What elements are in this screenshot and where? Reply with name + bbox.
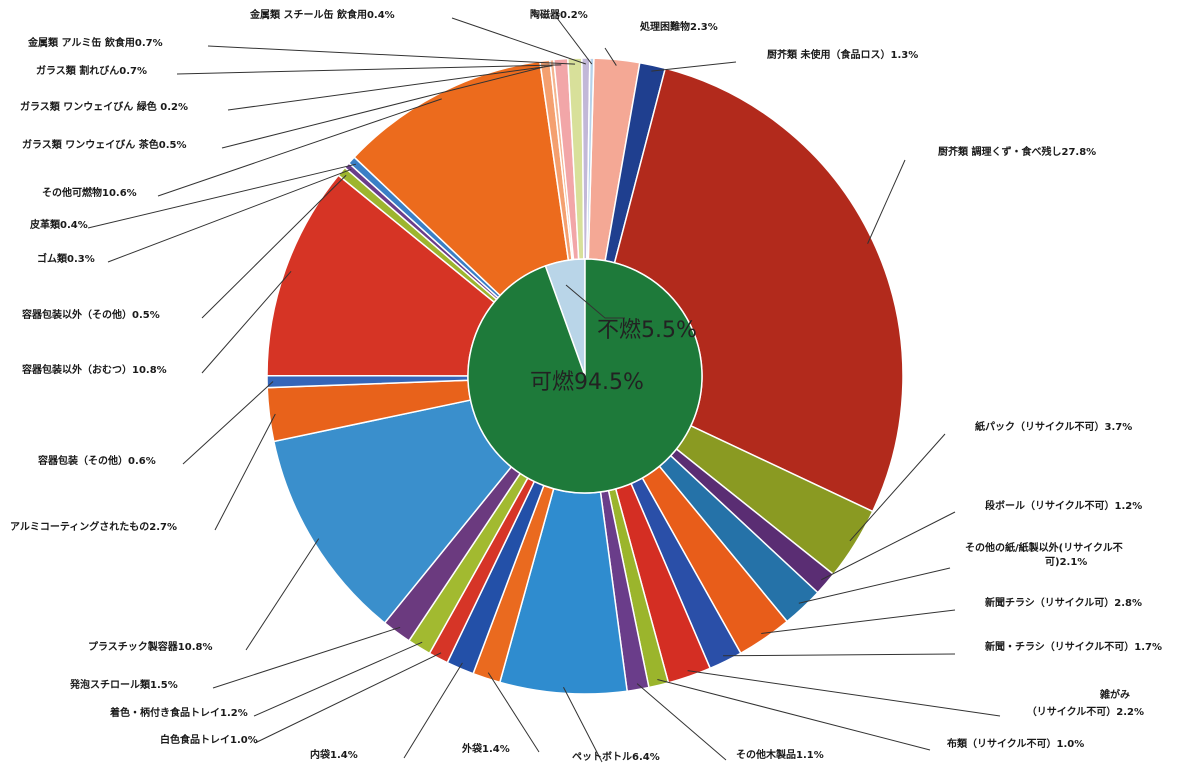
leader-line-21: [201, 174, 347, 319]
slice-label-27: ガラス類 割れびん0.7%: [36, 64, 147, 77]
slice-label-4: 段ボール（リサイクル不可）1.2%: [985, 499, 1142, 512]
leader-line-0: [604, 47, 617, 66]
slice-label-11: ペットボトル6.4%: [572, 750, 660, 763]
slice-label-9: 布類（リサイクル不可）1.0%: [947, 737, 1084, 750]
leader-line-2: [867, 159, 906, 244]
leader-line-17: [245, 538, 320, 651]
slice-label-17: プラスチック製容器10.8%: [88, 640, 213, 653]
leader-line-27: [176, 64, 562, 75]
leader-line-6: [761, 609, 956, 634]
slice-label-3: 紙パック（リサイクル不可）3.7%: [975, 420, 1132, 433]
leader-line-1: [651, 61, 737, 72]
slice-label-14: 白色食品トレイ1.0%: [160, 733, 258, 746]
slice-label-22: ゴム類0.3%: [37, 252, 95, 265]
leader-line-13: [403, 662, 463, 759]
leader-line-11: [563, 687, 603, 763]
leader-line-3: [849, 433, 946, 542]
leader-line-14: [254, 652, 442, 744]
slice-label-25: ガラス類 ワンウェイびん 茶色0.5%: [22, 138, 187, 151]
slice-label-29: 金属類 スチール缶 飲食用0.4%: [249, 8, 395, 21]
slice-label-23: 皮革類0.4%: [29, 218, 88, 231]
inner-leader-0: [565, 284, 625, 319]
leader-line-16: [212, 626, 401, 689]
leader-line-28: [207, 45, 576, 65]
leader-line-10: [636, 683, 727, 761]
slice-label-10: その他木製品1.1%: [736, 748, 824, 761]
inner-label-1: 可燃94.5%: [530, 370, 644, 395]
leader-line-22: [107, 168, 352, 263]
outer-ring: [266, 57, 904, 695]
slice-label-12: 外袋1.4%: [461, 742, 510, 755]
inner-label-0: 不燃5.5%: [597, 318, 697, 343]
slice-label-13: 内袋1.4%: [310, 748, 358, 761]
slice-labels: 不燃5.5% 可燃94.5% 処理困難物2.3% 厨芥類 未使用（食品ロス）1.3% 厨…: [10, 8, 1162, 763]
slice-label-21: 容器包装以外（その他）0.5%: [21, 308, 160, 321]
slice-label-15: 着色・柄付き食品トレイ1.2%: [109, 706, 248, 719]
leader-line-24: [157, 98, 442, 197]
inner-pie: [467, 258, 703, 494]
slice-label-16: 発泡スチロール類1.5%: [69, 678, 178, 691]
leader-line-7: [723, 653, 956, 657]
slice-label-24: その他可燃物10.6%: [42, 186, 137, 199]
leader-line-19: [182, 381, 274, 465]
slice-label-8: 雑がみ（リサイクル不可）2.2%: [1027, 688, 1144, 718]
slice-label-6: 新聞チラシ（リサイクル可）2.8%: [985, 596, 1142, 609]
inner-slice-1: [467, 258, 703, 494]
slice-label-20: 容器包装以外（おむつ）10.8%: [21, 363, 167, 376]
slice-label-1: 厨芥類 未使用（食品ロス）1.3%: [767, 48, 918, 61]
leader-line-5: [798, 567, 951, 604]
leader-line-12: [487, 672, 540, 753]
slice-label-30: 陶磁器0.2%: [530, 8, 588, 21]
leader-lines: [87, 17, 1001, 763]
leader-line-30: [556, 17, 593, 65]
leader-line-29: [451, 17, 587, 65]
leader-line-18: [214, 413, 276, 531]
slice-label-2: 厨芥類 調理くず・食べ残し27.8%: [938, 145, 1096, 158]
slice-label-7: 新聞・チラシ（リサイクル不可）1.7%: [985, 640, 1162, 653]
leader-line-23: [87, 163, 357, 229]
leader-line-26: [227, 65, 553, 111]
leader-line-20: [201, 270, 292, 374]
leader-line-4: [821, 511, 956, 581]
leader-line-25: [221, 66, 546, 149]
leader-line-15: [253, 641, 423, 717]
slice-label-28: 金属類 アルミ缶 飲食用0.7%: [27, 36, 163, 49]
leader-line-8: [687, 670, 1001, 717]
leader-line-9: [657, 679, 931, 751]
slice-label-19: 容器包装（その他）0.6%: [37, 454, 156, 467]
slice-label-5: その他の紙/紙製以外(リサイクル不可)2.1%: [965, 541, 1123, 568]
slice-label-26: ガラス類 ワンウェイびん 緑色 0.2%: [20, 100, 188, 113]
slice-label-18: アルミコーティングされたもの2.7%: [10, 520, 177, 533]
slice-label-0: 処理困難物2.3%: [639, 20, 718, 33]
